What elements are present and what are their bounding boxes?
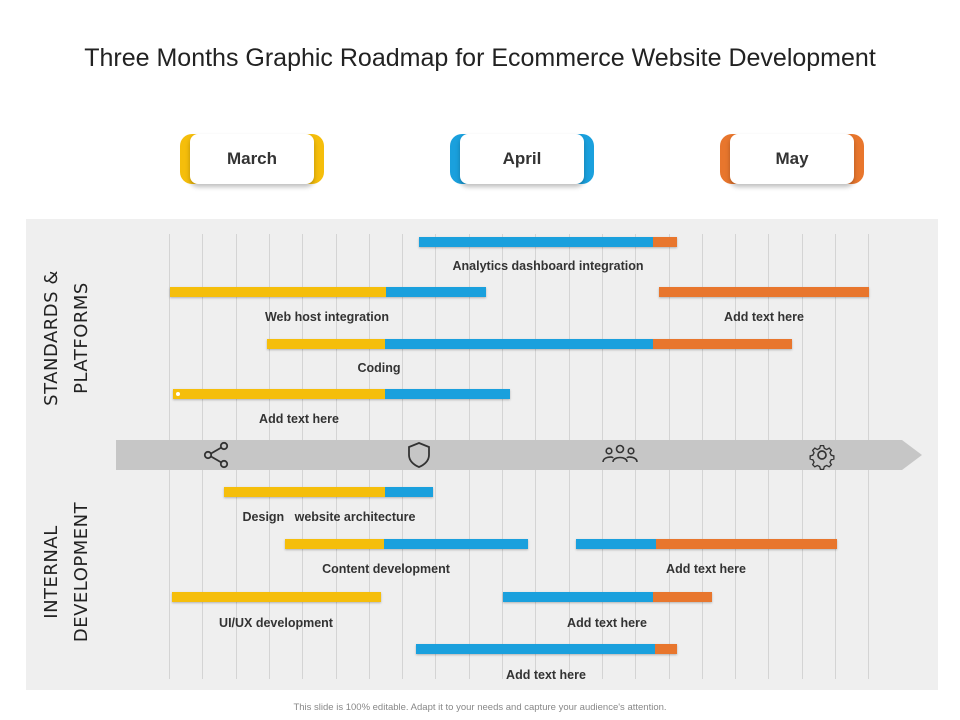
bar-mid-right	[576, 539, 837, 549]
label-uiux: UI/UX development	[219, 616, 333, 630]
month-april-label: April	[460, 134, 584, 184]
label-coding: Coding	[357, 361, 401, 375]
shield-icon	[408, 442, 430, 468]
label-content: Content development	[322, 562, 450, 576]
bar-content	[285, 539, 528, 549]
team-icon	[602, 444, 638, 463]
gear-icon	[809, 444, 835, 470]
bar-design	[224, 487, 433, 497]
bar-web-host	[170, 287, 486, 297]
bar-top-right	[659, 287, 869, 297]
month-may-label: May	[730, 134, 854, 184]
label-top-right: Add text here	[724, 310, 804, 324]
label-low-right: Add text here	[567, 616, 647, 630]
label-web-host: Web host integration	[264, 310, 390, 324]
bar-coding	[267, 339, 792, 349]
timeline-arrow	[116, 440, 922, 470]
page-title: Three Months Graphic Roadmap for Ecommer…	[84, 44, 876, 72]
section-standards-platforms: STANDARDS & PLATFORMS	[41, 270, 92, 406]
label-top-add: Add text here	[259, 412, 339, 426]
share-icon	[203, 441, 229, 469]
bar-top-add	[173, 389, 510, 399]
label-design: Design website architecture	[242, 510, 416, 524]
label-analytics: Analytics dashboard integration	[452, 259, 644, 273]
bar-low-right	[503, 592, 712, 602]
month-march-label: March	[190, 134, 314, 184]
bar-bottom	[416, 644, 677, 654]
month-april: April	[450, 134, 594, 184]
start-dot	[176, 392, 180, 396]
month-may: May	[720, 134, 864, 184]
month-march: March	[180, 134, 324, 184]
bar-analytics	[419, 237, 677, 247]
section-internal-development: INTERNAL DEVELOPMENT	[41, 501, 92, 643]
footer-note: This slide is 100% editable. Adapt it to…	[293, 702, 667, 713]
label-mid-right: Add text here	[666, 562, 746, 576]
bar-uiux	[172, 592, 381, 602]
label-bottom: Add text here	[506, 668, 586, 682]
